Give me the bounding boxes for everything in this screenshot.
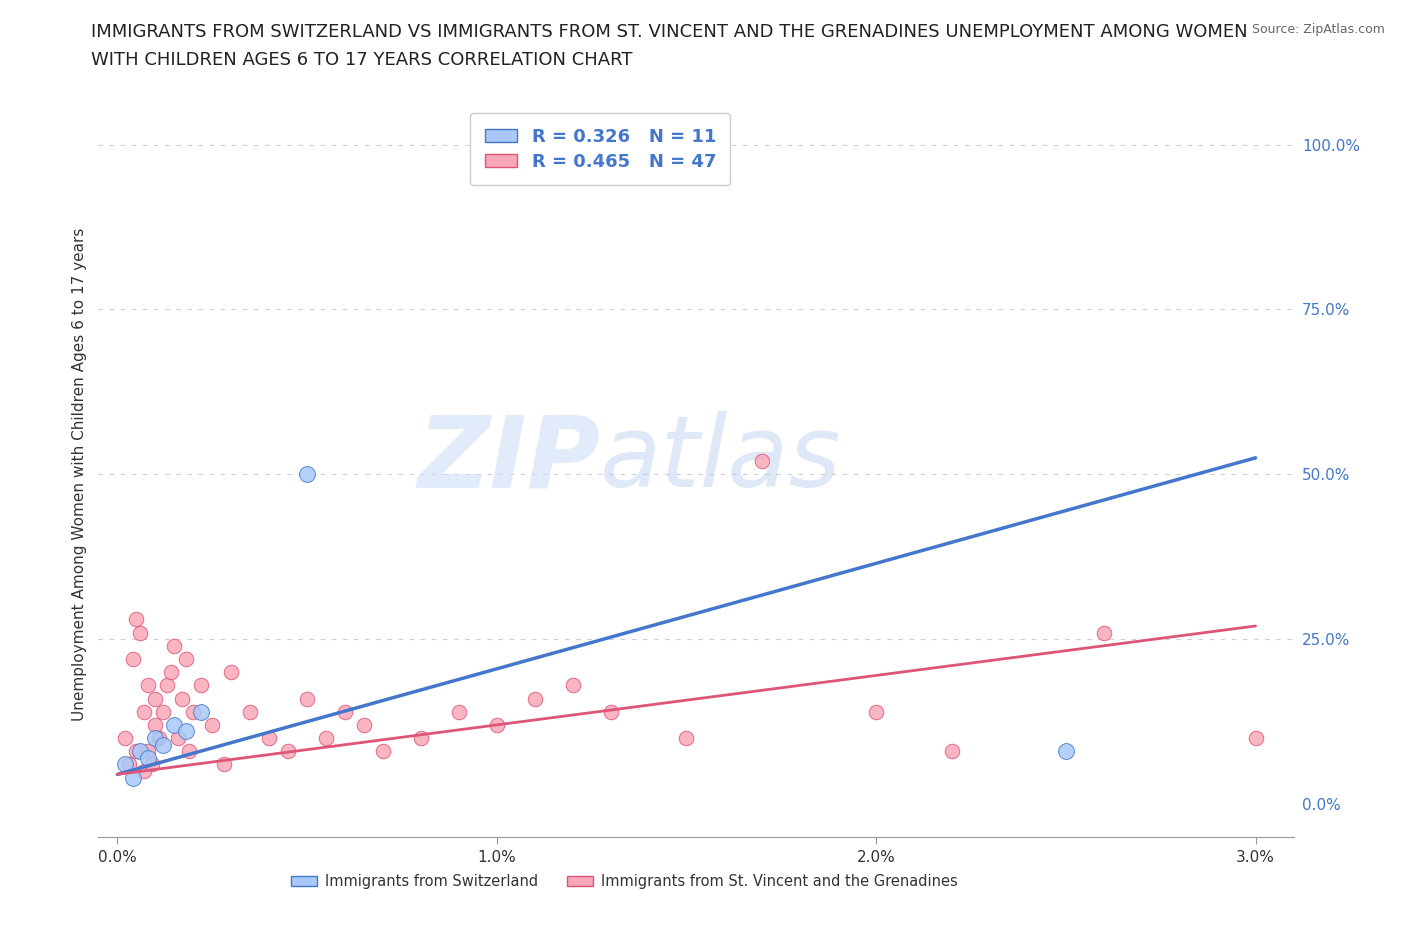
- Point: [136, 751, 159, 765]
- Point: [599, 704, 621, 719]
- Point: [121, 652, 143, 667]
- Point: [125, 744, 148, 759]
- Point: [159, 665, 181, 680]
- Point: [174, 724, 197, 739]
- Point: [353, 717, 375, 732]
- Point: [143, 691, 166, 706]
- Point: [163, 717, 186, 732]
- Point: [675, 731, 697, 746]
- Point: [409, 731, 432, 746]
- Legend: Immigrants from Switzerland, Immigrants from St. Vincent and the Grenadines: Immigrants from Switzerland, Immigrants …: [285, 869, 963, 895]
- Text: IMMIGRANTS FROM SWITZERLAND VS IMMIGRANTS FROM ST. VINCENT AND THE GRENADINES UN: IMMIGRANTS FROM SWITZERLAND VS IMMIGRANT…: [91, 23, 1249, 41]
- Point: [485, 717, 508, 732]
- Point: [295, 467, 318, 482]
- Point: [136, 678, 159, 693]
- Point: [561, 678, 583, 693]
- Point: [170, 691, 193, 706]
- Point: [201, 717, 224, 732]
- Point: [118, 757, 141, 772]
- Point: [333, 704, 356, 719]
- Text: WITH CHILDREN AGES 6 TO 17 YEARS CORRELATION CHART: WITH CHILDREN AGES 6 TO 17 YEARS CORRELA…: [91, 51, 633, 69]
- Point: [141, 757, 163, 772]
- Point: [125, 612, 148, 627]
- Point: [219, 665, 242, 680]
- Text: ZIP: ZIP: [418, 411, 600, 509]
- Point: [751, 454, 773, 469]
- Point: [1244, 731, 1267, 746]
- Point: [129, 625, 152, 640]
- Point: [181, 704, 204, 719]
- Point: [132, 764, 155, 778]
- Point: [152, 704, 174, 719]
- Point: [136, 744, 159, 759]
- Point: [212, 757, 235, 772]
- Point: [143, 717, 166, 732]
- Point: [447, 704, 470, 719]
- Point: [257, 731, 280, 746]
- Point: [114, 757, 136, 772]
- Point: [156, 678, 179, 693]
- Point: [167, 731, 190, 746]
- Point: [295, 691, 318, 706]
- Point: [941, 744, 963, 759]
- Point: [163, 638, 186, 653]
- Point: [1054, 744, 1077, 759]
- Text: Source: ZipAtlas.com: Source: ZipAtlas.com: [1251, 23, 1385, 36]
- Point: [523, 691, 546, 706]
- Point: [315, 731, 337, 746]
- Point: [152, 737, 174, 752]
- Point: [174, 652, 197, 667]
- Point: [148, 731, 170, 746]
- Point: [121, 770, 143, 785]
- Point: [277, 744, 299, 759]
- Point: [179, 744, 201, 759]
- Point: [239, 704, 262, 719]
- Point: [190, 704, 212, 719]
- Point: [129, 744, 152, 759]
- Point: [132, 704, 155, 719]
- Point: [1092, 625, 1115, 640]
- Point: [865, 704, 887, 719]
- Point: [190, 678, 212, 693]
- Text: atlas: atlas: [600, 411, 842, 509]
- Y-axis label: Unemployment Among Women with Children Ages 6 to 17 years: Unemployment Among Women with Children A…: [72, 228, 87, 721]
- Point: [114, 731, 136, 746]
- Point: [371, 744, 394, 759]
- Point: [143, 731, 166, 746]
